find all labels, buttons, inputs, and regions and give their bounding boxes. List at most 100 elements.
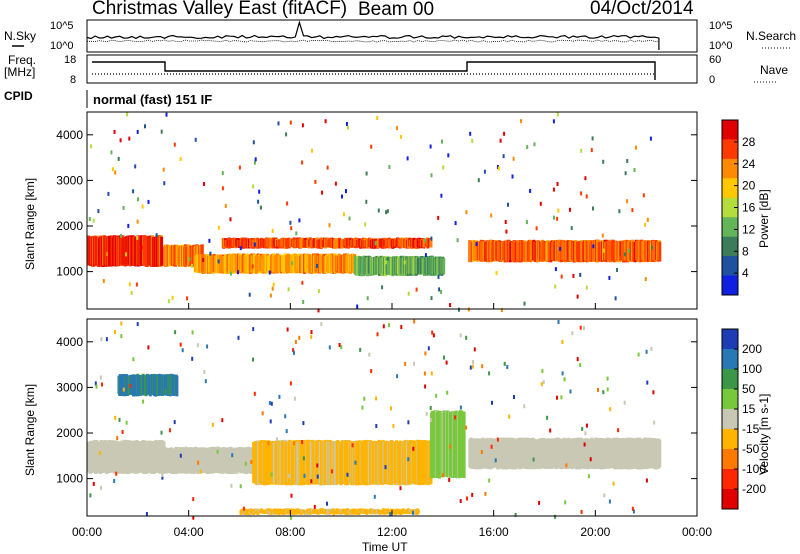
scatter-cell <box>209 251 212 256</box>
scatter-cell <box>475 242 478 247</box>
scatter-cell <box>375 424 378 428</box>
scatter-cell <box>430 371 433 376</box>
scatter-cell <box>161 475 164 480</box>
scatter-cell <box>341 194 343 199</box>
nsky-label: N.Sky <box>4 29 36 43</box>
scatter-cell <box>618 209 621 214</box>
scatter-cell <box>616 268 618 272</box>
scatter-cell <box>128 282 131 287</box>
scatter-cell <box>122 205 125 210</box>
scatter-cell <box>310 479 313 484</box>
scatter-cell <box>396 126 398 131</box>
scatter-cell <box>497 166 500 171</box>
freq-trace <box>92 61 656 80</box>
velocity-panel: 4000 3000 2000 1000 Slant Range [km] <box>23 318 698 520</box>
scatter-cell <box>120 334 123 339</box>
scatter-cell <box>114 415 117 420</box>
scatter-cell <box>186 296 189 301</box>
colorbar-swatch <box>722 429 738 450</box>
scatter-cell <box>525 220 528 225</box>
scatter-cell <box>554 284 557 289</box>
cpid-text: normal (fast) 151 IF <box>93 92 212 107</box>
scatter-cell <box>179 157 182 161</box>
scatter-cell <box>125 252 127 257</box>
colorbar-tick-label: 8 <box>742 244 749 258</box>
colorbar-tick-label: 12 <box>742 222 756 236</box>
scatter-cell <box>591 136 594 141</box>
scatter-cell <box>523 404 526 409</box>
scatter-cell <box>118 417 121 422</box>
scatter-cell <box>633 168 636 172</box>
scatter-cell <box>320 322 323 327</box>
scatter-cell <box>208 238 211 243</box>
scatter-cell <box>535 226 538 231</box>
freq-unit-label: [MHz] <box>4 65 35 79</box>
scatter-cell <box>556 395 558 400</box>
scatter-cell <box>252 184 255 189</box>
scatter-cell <box>504 220 507 224</box>
scatter-cell <box>437 274 440 279</box>
scatter-cell <box>585 423 588 428</box>
scatter-cell <box>221 186 224 191</box>
scatter-cell <box>119 138 122 143</box>
scatter-band-6 <box>117 373 179 397</box>
scatter-cell <box>382 324 385 329</box>
velocity-frame <box>86 318 698 517</box>
scatter-cell <box>291 261 294 266</box>
scatter-cell <box>404 361 407 366</box>
scatter-cell <box>465 210 468 215</box>
scatter-cell <box>652 390 655 395</box>
scatter-cell <box>430 173 433 178</box>
power-colorbar-label: Power [dB] <box>757 189 771 248</box>
scatter-cell <box>254 157 257 162</box>
scatter-cell <box>563 377 566 382</box>
scatter-cell <box>374 241 377 246</box>
scatter-cell <box>569 207 571 212</box>
scatter-cell <box>387 256 390 261</box>
scatter-cell <box>252 327 255 332</box>
scatter-cell <box>617 428 620 433</box>
scatter-cell <box>376 116 379 120</box>
scatter-cell <box>499 138 502 143</box>
scatter-cell <box>160 430 163 435</box>
scatter-cell <box>370 144 373 149</box>
noise-left-tick-top: 10^5 <box>50 20 74 32</box>
scatter-cell <box>169 428 171 433</box>
scatter-cell <box>415 287 418 292</box>
scatter-cell <box>90 144 93 149</box>
scatter-cell <box>623 400 626 405</box>
scatter-cell <box>384 465 387 470</box>
scatter-cell <box>269 293 272 298</box>
scatter-cell <box>508 414 511 419</box>
power-ylabel: Slant Range [km] <box>23 178 37 270</box>
scatter-cell <box>147 199 150 204</box>
scatter-cell <box>644 222 647 227</box>
scatter-cell <box>579 272 582 277</box>
scatter-cell <box>261 411 264 416</box>
velocity-colorbar: 200 100 50 15 -15 -50 -100 -200 <box>721 328 766 510</box>
scatter-cell <box>514 512 517 517</box>
scatter-cell <box>301 280 304 285</box>
scatter-cell <box>407 420 410 425</box>
scatter-cell <box>386 209 389 214</box>
colorbar-tick-label: 100 <box>742 362 762 376</box>
scatter-cell <box>375 396 378 401</box>
scatter-cell <box>576 357 579 362</box>
scatter-cell <box>277 121 280 126</box>
y-tick-label: 2000 <box>56 426 83 440</box>
scatter-cell <box>239 484 242 489</box>
scatter-cell <box>192 515 195 520</box>
scatter-cell <box>390 406 392 411</box>
scatter-cell <box>642 193 645 198</box>
scatter-cell <box>302 300 305 304</box>
freq-panel: 18 8 60 0 <box>64 54 721 86</box>
scatter-cell <box>117 156 120 161</box>
scatter-cell <box>512 156 515 161</box>
scatter-cell <box>290 515 293 520</box>
x-tick-label: 12:00 <box>377 525 407 539</box>
colorbar-swatch <box>722 409 738 430</box>
scatter-cell <box>603 493 606 498</box>
scatter-cell <box>429 144 432 149</box>
scatter-cell <box>290 226 293 231</box>
scatter-cell <box>130 290 133 295</box>
